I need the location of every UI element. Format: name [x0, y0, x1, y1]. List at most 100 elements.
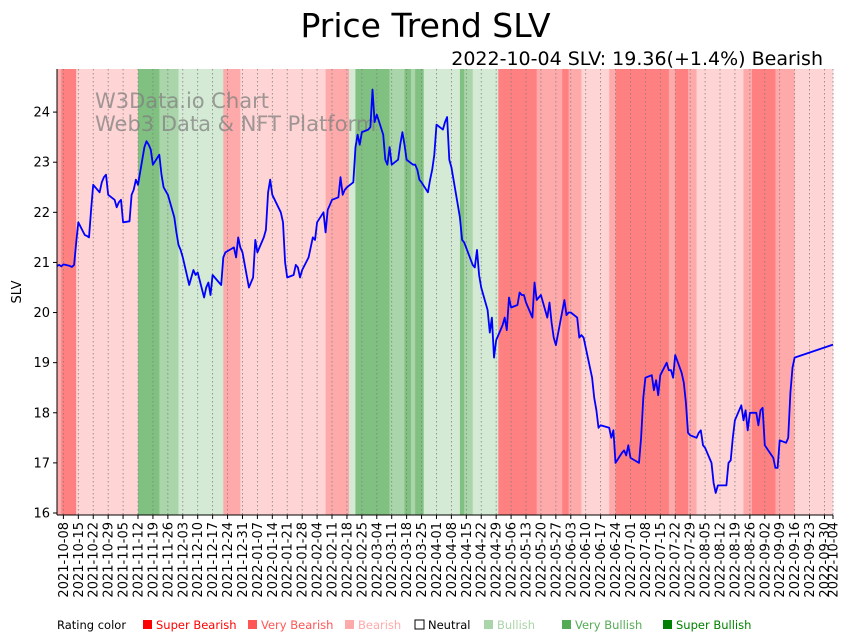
x-axis-ticks: 2021-10-08 2021-10-15 2021-10-22 2021-10-29…: [57, 515, 842, 598]
rating-band-bearish: [743, 69, 753, 515]
x-tick-label: 2022-09-09: [773, 522, 788, 598]
x-tick-label: 2021-12-17: [206, 522, 221, 598]
x-tick-label: 2022-07-29: [684, 522, 699, 598]
x-tick-label: 2022-03-11: [385, 522, 400, 598]
x-tick-label: 2022-04-29: [490, 522, 505, 598]
series-line-slv: [56, 88, 834, 494]
legend-label: Bearish: [358, 618, 401, 632]
x-tick-label: 2022-10-04: [827, 522, 842, 598]
y-axis-label: SLV: [10, 280, 25, 303]
rating-legend: Rating color Super Bearish Very Bearish Bea…: [57, 618, 751, 632]
x-tick-label: 2022-05-06: [505, 522, 520, 598]
rating-band-very-bearish: [615, 69, 670, 515]
x-tick-label: 2022-08-19: [728, 522, 743, 598]
legend-label: Super Bearish: [156, 618, 237, 632]
y-tick-label: 17: [33, 456, 50, 471]
rating-band-very-bullish: [459, 69, 465, 515]
x-tick-label: 2022-08-05: [699, 522, 714, 598]
x-tick-label: 2022-06-10: [579, 522, 594, 598]
x-tick-label: 2022-02-04: [311, 522, 326, 598]
y-tick-label: 16: [33, 506, 50, 521]
x-tick-label: 2022-05-27: [549, 522, 564, 598]
x-tick-label: 2022-09-23: [803, 522, 818, 598]
x-tick-label: 2021-12-31: [236, 522, 251, 598]
legend-label: Very Bullish: [575, 618, 642, 632]
x-tick-label: 2022-03-04: [370, 522, 385, 598]
rating-band-bearish: [57, 69, 62, 515]
legend-swatch: [484, 620, 493, 629]
x-tick-label: 2022-09-30: [818, 522, 833, 598]
axes: [56, 69, 833, 516]
rating-band-bullish: [464, 69, 474, 515]
x-tick-label: 2022-01-21: [281, 522, 296, 598]
rating-band-bearish: [609, 69, 616, 515]
x-tick-label: 2022-01-28: [296, 522, 311, 598]
legend-label: Very Bearish: [261, 618, 333, 632]
x-tick-label: 2022-02-18: [340, 522, 355, 598]
x-tick-label: 2021-10-29: [102, 522, 117, 598]
x-tick-label: 2021-11-05: [117, 522, 132, 598]
y-tick-label: 23: [33, 156, 50, 171]
y-tick-label: 22: [33, 206, 50, 221]
rating-band-weak-bearish: [240, 69, 326, 515]
rating-band-weak-bullish: [178, 69, 224, 515]
x-tick-label: 2022-08-12: [714, 522, 729, 598]
rating-band-very-bullish: [415, 69, 424, 515]
x-tick-label: 2022-06-03: [564, 522, 579, 598]
x-tick-label: 2021-12-24: [221, 522, 236, 598]
x-tick-label: 2022-03-18: [400, 522, 415, 598]
chart-subtitle: 2022-10-04 SLV: 19.36(+1.4%) Bearish: [451, 48, 823, 70]
x-tick-label: 2021-12-03: [176, 522, 191, 598]
rating-band-bearish: [568, 69, 582, 515]
x-tick-label: 2022-02-25: [355, 522, 370, 598]
price-series: [56, 88, 834, 494]
rating-band-bearish: [325, 69, 350, 515]
legend-swatch: [345, 620, 354, 629]
rating-band-weak-bullish: [349, 69, 356, 515]
rating-band-bullish: [410, 69, 416, 515]
rating-band-weak-bullish: [423, 69, 461, 515]
watermark-line-2: Web3 Data & NFT Platform: [95, 112, 376, 136]
x-tick-label: 2022-07-08: [639, 522, 654, 598]
x-tick-label: 2022-04-15: [460, 522, 475, 598]
x-tick-label: 2022-08-26: [743, 522, 758, 598]
x-tick-label: 2021-11-26: [161, 522, 176, 598]
x-tick-label: 2022-04-08: [445, 522, 460, 598]
rating-band-weak-bearish: [794, 69, 834, 515]
rating-band-weak-bearish: [581, 69, 610, 515]
legend-label: Super Bullish: [676, 618, 751, 632]
x-tick-label: 2021-10-15: [72, 522, 87, 598]
y-tick-label: 18: [33, 406, 50, 421]
x-tick-label: 2022-06-17: [594, 522, 609, 598]
x-tick-label: 2022-01-14: [266, 522, 281, 598]
rating-bands: [57, 69, 834, 515]
x-tick-label: 2022-04-22: [475, 522, 490, 598]
y-tick-label: 21: [33, 256, 50, 271]
rating-band-weak-bullish: [472, 69, 499, 515]
chart-title: Price Trend SLV: [300, 6, 551, 45]
x-tick-label: 2022-06-24: [609, 522, 624, 598]
x-tick-label: 2022-03-25: [415, 522, 430, 598]
rating-band-very-bullish: [138, 69, 160, 515]
rating-band-very-bearish: [751, 69, 776, 515]
rating-band-bearish: [536, 69, 563, 515]
x-tick-label: 2022-09-02: [758, 522, 773, 598]
legend-swatch: [663, 620, 672, 629]
x-tick-label: 2022-04-01: [430, 522, 445, 598]
x-tick-label: 2022-05-20: [534, 522, 549, 598]
rating-band-weak-bearish: [696, 69, 744, 515]
rating-band-very-bearish: [562, 69, 569, 515]
watermark-line-1: W3Data.io Chart: [95, 89, 269, 113]
legend-swatch: [143, 620, 152, 629]
rating-band-very-bearish: [675, 69, 689, 515]
legend-label: Bullish: [497, 618, 535, 632]
x-tick-label: 2022-02-11: [326, 522, 341, 598]
y-tick-label: 20: [33, 306, 50, 321]
rating-band-bearish: [688, 69, 697, 515]
x-tick-label: 2021-10-08: [57, 522, 72, 598]
x-tick-label: 2022-05-13: [520, 522, 535, 598]
x-tick-label: 2022-01-07: [251, 522, 266, 598]
rating-band-weak-bearish: [76, 69, 139, 515]
x-tick-label: 2022-07-15: [654, 522, 669, 598]
